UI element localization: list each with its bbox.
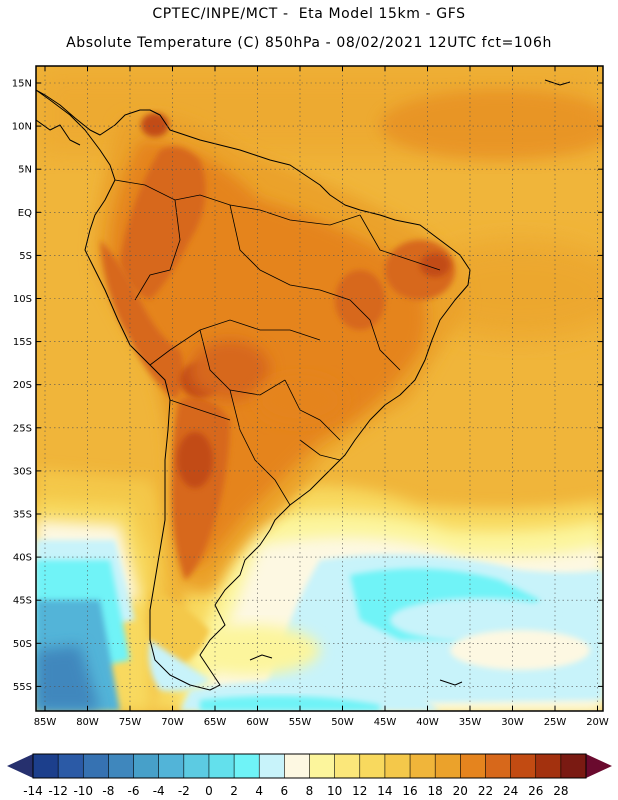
colorbar-label: -10 [73, 784, 93, 798]
colorbar-label: 26 [528, 784, 543, 798]
lon-label: 35W [459, 717, 482, 728]
colorbar-label: -12 [48, 784, 68, 798]
colorbar-label: -8 [102, 784, 114, 798]
colorbar-label: -4 [153, 784, 165, 798]
colorbar-label: 16 [402, 784, 417, 798]
colorbar-label: -14 [23, 784, 43, 798]
lat-label: 10N [12, 122, 32, 133]
lon-label: 75W [119, 717, 142, 728]
temperature-field [36, 66, 603, 711]
lon-label: 30W [501, 717, 524, 728]
colorbar-swatch [510, 753, 537, 779]
colorbar-swatch [460, 753, 487, 779]
lat-label: 50S [13, 639, 32, 650]
colorbar-swatch [32, 753, 59, 779]
colorbar-low-arrow [7, 754, 33, 778]
lon-label: 85W [34, 717, 57, 728]
colorbar-swatch [560, 753, 587, 779]
colorbar-label: 6 [281, 784, 289, 798]
lat-label: 10S [13, 294, 32, 305]
colorbar-label: -2 [178, 784, 190, 798]
colorbar-label: 18 [428, 784, 443, 798]
colorbar-label: 22 [478, 784, 493, 798]
coastline [36, 79, 571, 691]
lat-label: 30S [13, 466, 32, 477]
colorbar-swatch [535, 753, 562, 779]
colorbar-swatch [258, 753, 285, 779]
colorbar-swatch [57, 753, 84, 779]
colorbar-swatch [108, 753, 135, 779]
colorbar-swatch [284, 753, 311, 779]
lon-label: 80W [76, 717, 99, 728]
lon-label: 50W [331, 717, 354, 728]
colorbar-swatch [158, 753, 185, 779]
colorbar-label: 8 [306, 784, 314, 798]
colorbar-label: 12 [352, 784, 367, 798]
lon-label: 70W [161, 717, 184, 728]
colorbar-swatch [434, 753, 461, 779]
colorbar-label: 4 [255, 784, 263, 798]
map-frame [35, 65, 604, 712]
colorbar-swatch [309, 753, 336, 779]
map-title-line-1: CPTEC/INPE/MCT - Eta Model 15km - GFS [152, 6, 466, 22]
color-legend: -14 -12 -10 -8 -6 -4 -2 0 2 4 6 8 10 12 14 16 18 20 22 24 26… [7, 753, 612, 798]
lat-label: 35S [13, 510, 32, 521]
colorbar-swatch [133, 753, 160, 779]
colorbar-swatch [233, 753, 260, 779]
lon-label: 55W [289, 717, 312, 728]
colorbar-label: 14 [377, 784, 392, 798]
lat-label: 5N [18, 165, 32, 176]
lon-label: 65W [204, 717, 227, 728]
lat-label: 45S [13, 596, 32, 607]
country-borders [114, 179, 441, 506]
lat-label: 20S [13, 380, 32, 391]
colorbar-swatch [485, 753, 512, 779]
colorbar-label: -6 [128, 784, 140, 798]
lat-label: 15N [12, 79, 32, 90]
lat-label: 5S [19, 251, 32, 262]
lon-label: 60W [246, 717, 269, 728]
lon-label: 20W [586, 717, 609, 728]
colorbar-label: 24 [503, 784, 518, 798]
lat-label: 40S [13, 553, 32, 564]
colorbar-high-arrow [586, 754, 612, 778]
colorbar-swatch [359, 753, 386, 779]
lat-label: 55S [13, 682, 32, 693]
axis-ticks: 15N 10N 5N EQ 5S 10S 15S 20S 25S 30S 35S 40S 45S 50S 5… [12, 66, 609, 728]
colorbar-swatch [82, 753, 110, 779]
lon-label: 25W [544, 717, 567, 728]
lon-label: 45W [374, 717, 397, 728]
colorbar-swatch [183, 753, 210, 779]
lat-lon-grid [36, 66, 603, 711]
lat-label: EQ [18, 208, 32, 219]
colorbar-label: 2 [230, 784, 238, 798]
lon-label: 40W [416, 717, 439, 728]
lat-label: 25S [13, 423, 32, 434]
colorbar-label: 10 [327, 784, 342, 798]
map-title-line-2: Absolute Temperature (C) 850hPa - 08/02/… [66, 35, 552, 51]
colorbar-swatch [384, 753, 411, 779]
colorbar-swatch [208, 753, 235, 779]
colorbar-swatch [334, 753, 361, 779]
colorbar-swatch [409, 753, 436, 779]
lat-label: 15S [13, 337, 32, 348]
colorbar-label: 0 [205, 784, 213, 798]
colorbar-label: 20 [453, 784, 468, 798]
colorbar-label: 28 [553, 784, 568, 798]
